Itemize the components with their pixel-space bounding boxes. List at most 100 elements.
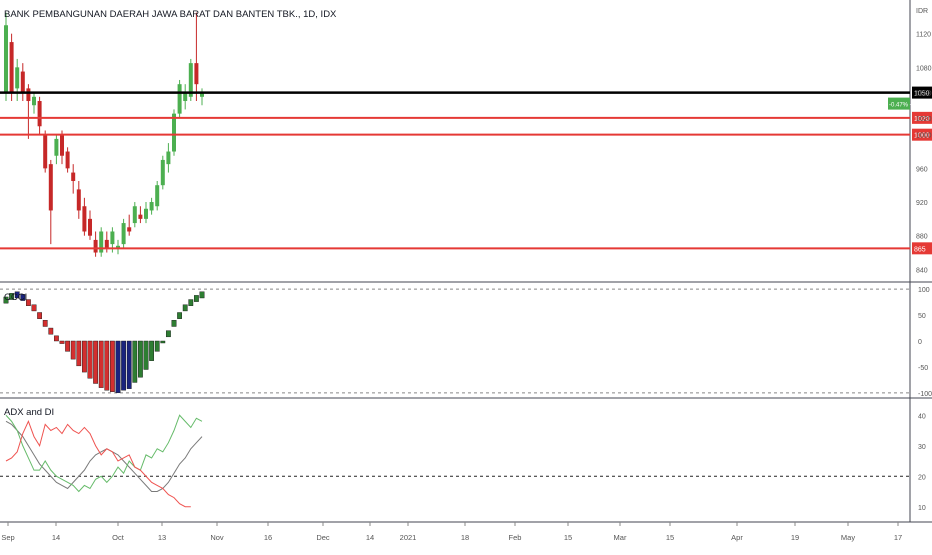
x-tick-label: 16 [264,533,272,542]
candle-body [54,138,59,156]
ccci-bar [182,304,188,312]
candle-body [82,206,87,232]
x-tick-label: 13 [158,533,166,542]
x-tick-label: 14 [52,533,60,542]
ccci-bar [126,340,132,389]
candle-body [99,231,104,253]
ccci-bar [3,296,9,304]
candle-body [20,71,25,93]
ccci-bar [93,340,99,384]
candle-body [144,208,148,219]
ccci-bar [26,299,31,306]
candle-body [155,185,160,207]
candle-body [110,231,115,245]
ccci-bar [109,340,115,392]
x-tick-label: 2021 [400,533,417,542]
ccci-bar [48,327,54,335]
x-tick-label: Apr [731,533,743,542]
ccci-tick-label: -100 [918,391,932,398]
level-tag-label: 1000 [914,133,930,140]
ccci-bar [165,330,171,338]
adx-line-0 [5,420,203,492]
price-tick-label: 960 [916,166,928,173]
ccci-bar [42,320,48,327]
candle-body [200,92,204,97]
price-tick-label: 920 [916,200,928,207]
level-tag-label: 865 [914,246,926,253]
price-tick-label: 1050 [916,91,932,98]
ccci-bar [199,291,205,299]
adx-line-1 [5,414,203,493]
candle-body [177,84,182,114]
candle-body [172,113,176,152]
x-tick-label: 17 [894,533,902,542]
ccci-bar [137,340,143,378]
candle-body [116,245,120,249]
x-tick-label: 14 [366,533,374,542]
x-tick-label: Oct [112,533,125,542]
ccci-bar [188,299,194,306]
candle-body [121,223,126,245]
price-tick-label: 1080 [916,65,932,72]
ccci-bar [177,312,182,319]
price-tick-label: 1120 [916,32,931,39]
candle-body [132,206,137,224]
change-badge-label: -0.47% +1050 [889,103,927,109]
ccci-title: CCCI [4,292,27,303]
candle-body [138,214,143,219]
adx-tick-label: 20 [918,474,926,481]
ccci-bar [154,340,160,352]
candle-body [37,101,42,127]
price-tick-label: 1000 [916,133,932,140]
x-tick-label: Feb [509,533,522,542]
adx-tick-label: 30 [918,444,926,451]
ccci-bar [81,340,87,373]
x-tick-label: 15 [666,533,674,542]
candle-body [88,218,92,236]
candle-body [32,96,36,106]
level-tag [912,86,932,99]
ccci-bar [171,320,177,327]
adx-tick-label: 10 [918,505,926,512]
candle-body [127,227,132,232]
x-tick-label: 18 [461,533,469,542]
ccci-bar [14,291,20,299]
candle-body [60,134,64,156]
candle-body [166,151,171,165]
adx-series [0,414,910,508]
ccci-tick-label: 100 [918,287,930,294]
candle-body [65,151,70,169]
price-tick-label: 1020 [916,116,932,123]
ccci-bar [193,295,199,302]
level-tag [912,111,932,124]
candle-body [15,67,20,89]
ccci-series [0,288,910,394]
candle-body [104,239,109,249]
horizontal-levels: 1050 1020 1000 865 -0.47% +1050 [0,86,932,255]
candle-body [76,189,81,211]
chart-title: BANK PEMBANGUNAN DAERAH JAWA BARAT DAN B… [4,9,337,20]
ccci-tick-label: 50 [918,313,926,320]
level-tag [912,128,932,141]
ccci-bar [132,340,138,383]
ccci-bar [20,294,26,301]
ccci-bar [121,340,127,391]
candle-body [194,63,199,85]
x-tick-label: Nov [210,533,224,542]
ccci-tick-label: -50 [918,365,928,372]
ccci-bar [115,340,121,394]
ccci-bar [104,340,110,391]
candle-body [183,92,188,102]
change-badge [888,97,910,110]
candle-body [48,164,53,211]
adx-title: ADX and DI [4,407,54,418]
currency-label: IDR [916,8,928,15]
ccci-bar [98,340,104,388]
x-tick-label: 19 [791,533,799,542]
candle-body [9,42,14,93]
ccci-bar [160,340,166,344]
ccci-bar [70,340,76,360]
ccci-bar [76,340,82,367]
